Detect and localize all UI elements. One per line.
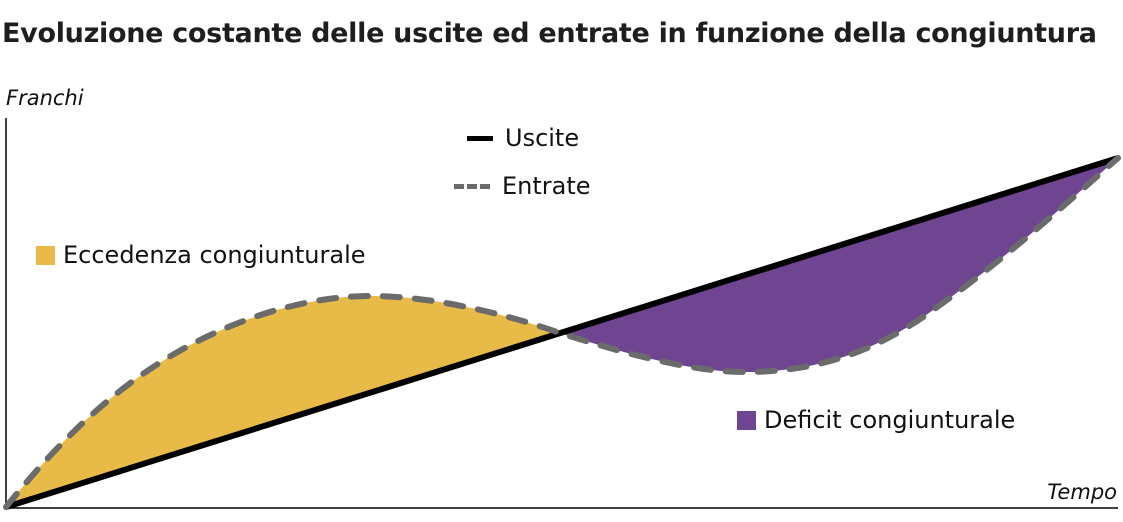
legend-uscite-label: Uscite bbox=[505, 124, 580, 152]
yellow-swatch-icon bbox=[36, 245, 55, 265]
uscite-line bbox=[5, 155, 1119, 510]
x-axis-label: Tempo bbox=[1047, 480, 1117, 504]
legend-entrate-label: Entrate bbox=[502, 172, 591, 200]
legend-eccedenza-label: Eccedenza congiunturale bbox=[63, 241, 366, 269]
dashed-line-icon bbox=[454, 183, 490, 189]
y-axis-label: Franchi bbox=[6, 86, 84, 110]
legend-deficit: Deficit congiunturale bbox=[737, 406, 1015, 434]
legend-uscite: Uscite bbox=[467, 124, 579, 152]
entrate-line bbox=[3, 155, 1121, 510]
legend-entrate: Entrate bbox=[454, 172, 591, 200]
eccedenza-area bbox=[6, 296, 560, 507]
solid-line-icon bbox=[467, 135, 493, 141]
chart-title: Evoluzione costante delle uscite ed entr… bbox=[2, 18, 1097, 49]
legend-eccedenza: Eccedenza congiunturale bbox=[36, 241, 366, 269]
legend-deficit-label: Deficit congiunturale bbox=[764, 406, 1016, 434]
purple-swatch-icon bbox=[737, 410, 756, 430]
deficit-area bbox=[560, 158, 1118, 372]
